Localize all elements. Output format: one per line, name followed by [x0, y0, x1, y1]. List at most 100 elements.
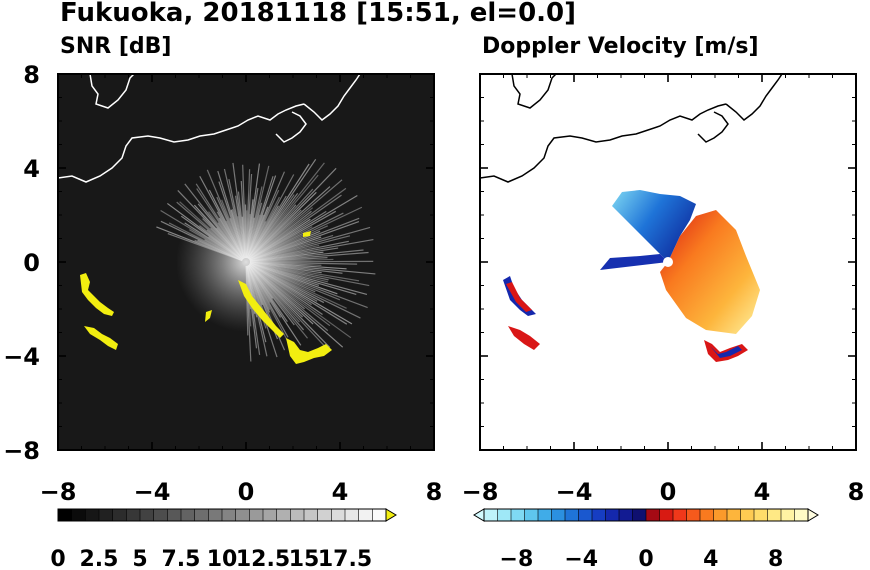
snr-colorbar — [57, 508, 397, 522]
doppler-colorbar-frame — [483, 508, 809, 522]
doppler-x-tick-label: 8 — [848, 478, 865, 506]
doppler-colorbar-swatch — [713, 508, 728, 522]
doppler-x-tick-label: −8 — [462, 478, 499, 506]
snr-echo-band — [80, 273, 114, 316]
snr-axis-labels: −8 −4 0 4 8 8 4 0 −4 −8 — [3, 61, 442, 506]
doppler-echo-band — [704, 340, 748, 362]
snr-colorbar-swatch — [344, 508, 360, 522]
doppler-x-tick-label: 4 — [754, 478, 771, 506]
doppler-echo-band — [508, 326, 540, 350]
doppler-colorbar-tick-label: 4 — [703, 547, 718, 570]
snr-colorbar-swatch — [372, 508, 387, 522]
snr-echo-band — [238, 280, 284, 338]
snr-colorbar-tick-label: 12.5 — [236, 547, 290, 570]
snr-colorbar-tick-label: 15 — [289, 547, 320, 570]
snr-colorbar-swatch — [276, 508, 292, 522]
doppler-approaching-region — [600, 254, 668, 270]
snr-colorbar-swatch — [71, 508, 87, 522]
doppler-colorbar-tick-label: 8 — [768, 547, 783, 570]
snr-colorbar-swatch — [112, 508, 128, 522]
snr-colorbar-swatch — [249, 508, 264, 522]
snr-colorbar-extend-high — [385, 508, 397, 522]
snr-y-tick-label: 8 — [23, 61, 40, 89]
snr-axis-ticks — [57, 73, 435, 451]
snr-echo-band — [84, 326, 118, 350]
doppler-colorbar-swatch — [686, 508, 701, 522]
snr-colorbar-swatch — [85, 508, 100, 522]
doppler-colorbar-swatch — [767, 508, 782, 522]
doppler-colorbar-labels: −8 −4 0 4 8 — [500, 547, 784, 570]
doppler-colorbar-swatch — [510, 508, 526, 522]
snr-colorbar-tick-label: 10 — [207, 547, 238, 570]
doppler-colorbar-swatch — [591, 508, 607, 522]
doppler-radar-site — [663, 257, 673, 267]
doppler-x-tick-label: −4 — [556, 478, 593, 506]
doppler-colorbar-extend-high — [807, 508, 819, 522]
snr-colorbar-swatch — [290, 508, 305, 522]
doppler-approaching-region — [612, 190, 696, 262]
snr-x-tick-label: 8 — [426, 478, 443, 506]
snr-colorbar-swatch — [167, 508, 182, 522]
snr-echo-band — [303, 231, 311, 237]
doppler-axis-labels: −8 −4 0 4 8 — [462, 478, 865, 506]
snr-colorbar-tick-label: 17.5 — [318, 547, 372, 570]
doppler-colorbar-swatch — [632, 508, 647, 522]
snr-colorbar-swatch — [139, 508, 155, 522]
doppler-colorbar-swatch — [605, 508, 620, 522]
doppler-colorbar-swatch — [618, 508, 634, 522]
doppler-colorbar-tick-label: −4 — [564, 547, 598, 570]
figure-title: Fukuoka, 20181118 [15:51, el=0.0] — [60, 0, 577, 28]
doppler-colorbar-swatch — [659, 508, 674, 522]
doppler-panel: −8 −4 0 4 8 — [462, 73, 865, 506]
doppler-colorbar-swatch — [483, 508, 499, 522]
snr-colorbar-swatch — [221, 508, 237, 522]
doppler-velocity-field — [503, 190, 760, 362]
doppler-colorbar-swatch — [578, 508, 593, 522]
snr-panel-title: SNR [dB] — [60, 34, 172, 59]
snr-echo-band — [286, 338, 332, 364]
doppler-x-tick-label: 0 — [660, 478, 677, 506]
doppler-colorbar-extend-low — [473, 508, 485, 522]
snr-colorbar-swatch — [57, 508, 73, 522]
doppler-echo-band — [710, 346, 742, 358]
doppler-receding-region — [660, 210, 760, 334]
snr-colorbar-swatch — [303, 508, 319, 522]
snr-x-tick-label: −8 — [40, 478, 77, 506]
snr-x-tick-label: −4 — [134, 478, 171, 506]
snr-x-tick-label: 0 — [238, 478, 255, 506]
snr-colorbar-tick-label: 7.5 — [162, 547, 201, 570]
snr-x-tick-label: 4 — [332, 478, 349, 506]
snr-colorbar-swatch — [262, 508, 278, 522]
doppler-panel-title: Doppler Velocity [m/s] — [482, 34, 759, 59]
doppler-colorbar-swatch — [645, 508, 661, 522]
snr-colorbar-swatch — [358, 508, 374, 522]
doppler-colorbar-swatch — [497, 508, 512, 522]
snr-colorbar-swatch — [208, 508, 223, 522]
doppler-axis-ticks — [479, 73, 857, 451]
snr-colorbar-tick-label: 2.5 — [80, 547, 119, 570]
snr-colorbar-swatch — [98, 508, 114, 522]
doppler-colorbar-swatch — [780, 508, 796, 522]
snr-colorbar-swatch — [317, 508, 333, 522]
snr-colorbar-frame — [57, 508, 387, 522]
doppler-colorbar-swatch — [564, 508, 580, 522]
snr-near-range-glow — [176, 192, 316, 332]
doppler-colorbar — [473, 508, 819, 522]
snr-echo-band — [205, 310, 212, 322]
doppler-colorbar-swatch — [753, 508, 769, 522]
doppler-colorbar-swatch — [551, 508, 566, 522]
snr-colorbar-swatch — [180, 508, 196, 522]
snr-colorbar-swatch — [194, 508, 210, 522]
snr-colorbar-tick-label: 0 — [50, 547, 65, 570]
doppler-colorbar-swatch — [524, 508, 539, 522]
snr-y-tick-label: −4 — [3, 343, 40, 371]
doppler-coastline — [480, 74, 783, 183]
doppler-colorbar-swatch — [537, 508, 553, 522]
doppler-colorbar-swatch — [672, 508, 688, 522]
snr-colorbar-tick-label: 5 — [132, 547, 147, 570]
snr-y-tick-label: 0 — [23, 249, 40, 277]
snr-colorbar-swatch — [126, 508, 141, 522]
snr-y-tick-label: −8 — [3, 437, 40, 465]
